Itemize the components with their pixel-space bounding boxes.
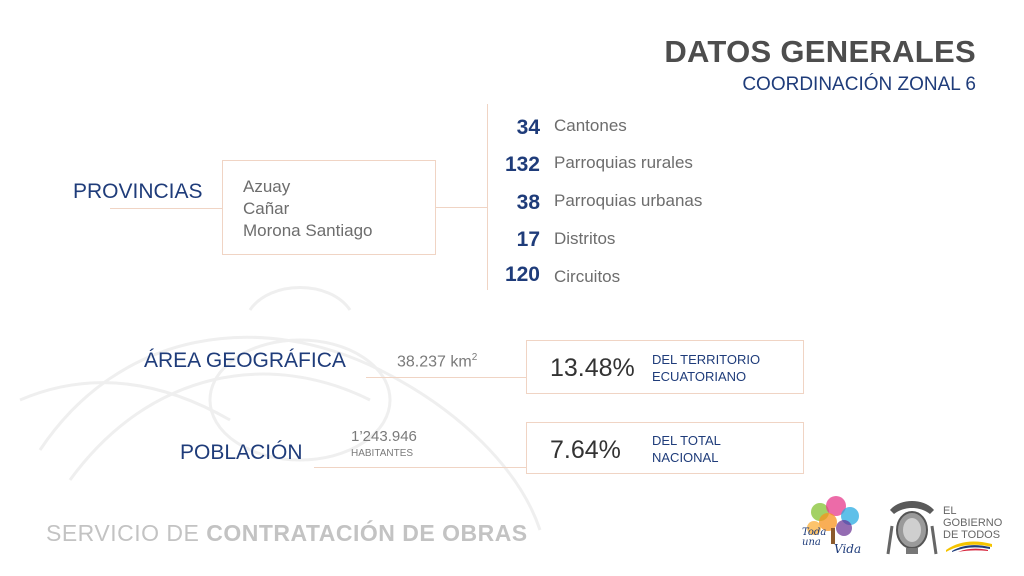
- connector-line: [366, 377, 528, 378]
- stat-value: 34: [516, 116, 540, 139]
- area-box: [526, 340, 804, 394]
- connector-line: [436, 207, 488, 208]
- poblacion-unit: HABITANTES: [351, 448, 414, 459]
- poblacion-value: 1’243.946: [351, 428, 417, 445]
- footer-brand: SERVICIO DE CONTRATACIÓN DE OBRAS: [46, 520, 528, 546]
- provincias-list: Azuay Cañar Morona Santiago: [243, 176, 372, 242]
- toda-una-vida-logo: Toda una Vida: [800, 490, 866, 560]
- stats-vertical-line: [487, 104, 488, 290]
- provincias-label: PROVINCIAS: [73, 180, 203, 203]
- stat-value: 17: [516, 228, 540, 251]
- gobierno-logo-text: EL GOBIERNO DE TODOS: [943, 505, 1003, 541]
- poblacion-description: DEL TOTAL NACIONAL: [652, 433, 721, 465]
- coat-of-arms-icon: [886, 501, 938, 555]
- emblem-watermark: [19, 286, 542, 531]
- tree-icon: [807, 496, 859, 544]
- area-value: 38.237 km2: [397, 352, 478, 371]
- connector-line: [110, 208, 224, 209]
- area-percent: 13.48%: [550, 354, 635, 382]
- poblacion-box: [526, 422, 804, 474]
- provincias-box: [222, 160, 436, 255]
- province-item: Azuay: [243, 177, 291, 196]
- area-label: ÁREA GEOGRÁFICA: [144, 349, 346, 372]
- stat-label: Distritos: [554, 229, 616, 248]
- province-item: Cañar: [243, 199, 290, 218]
- flag-ribbon-icon: [946, 541, 992, 552]
- poblacion-label: POBLACIÓN: [180, 441, 303, 464]
- stat-label: Circuitos: [554, 267, 621, 286]
- stat-label: Parroquias urbanas: [554, 191, 703, 210]
- page-subtitle: COORDINACIÓN ZONAL 6: [742, 74, 976, 95]
- province-item: Morona Santiago: [243, 221, 373, 240]
- poblacion-percent: 7.64%: [550, 436, 621, 464]
- stat-label: Parroquias rurales: [554, 153, 693, 172]
- stat-value: 38: [516, 191, 540, 214]
- connector-line: [314, 467, 528, 468]
- stat-value: 120: [504, 263, 540, 286]
- page-title: DATOS GENERALES: [664, 34, 976, 69]
- stat-value: 132: [504, 153, 540, 176]
- stat-label: Cantones: [554, 116, 627, 135]
- area-description: DEL TERRITORIO ECUATORIANO: [652, 352, 761, 384]
